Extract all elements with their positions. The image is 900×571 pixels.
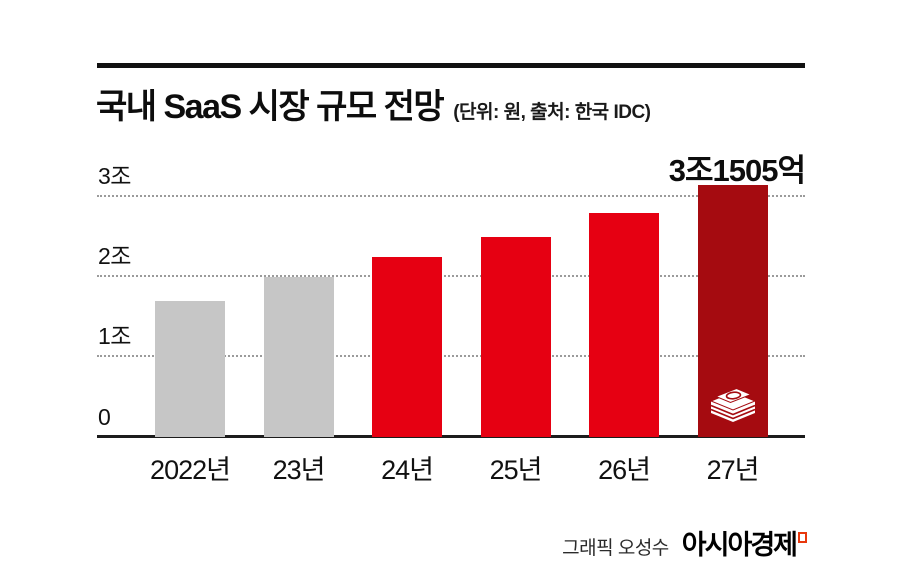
- chart-title: 국내 SaaS 시장 규모 전망: [96, 88, 445, 126]
- brand-logo-text: 아시아경제: [681, 530, 798, 560]
- x-axis-label: 27년: [706, 455, 760, 485]
- brand-logo-mark: [798, 532, 807, 543]
- bar-2022년: [155, 301, 225, 437]
- x-axis-label: 26년: [598, 455, 651, 485]
- bar-23년: [263, 277, 334, 437]
- x-axis-label: 2022년: [150, 455, 231, 485]
- gridline-3조: [97, 195, 805, 197]
- gridline-1조: [97, 355, 805, 357]
- y-axis-label: 0: [98, 404, 111, 430]
- graphic-credit: 그래픽 오성수: [562, 538, 669, 559]
- bar-26년: [589, 213, 659, 437]
- y-axis-label: 2조: [98, 243, 131, 269]
- credit-footer: 그래픽 오성수 아시아경제: [562, 523, 807, 562]
- chart-header: 국내 SaaS 시장 규모 전망 (단위: 원, 출처: 한국 IDC): [96, 79, 651, 128]
- peak-value-label: 3조1505억: [668, 153, 806, 188]
- bar-24년: [372, 257, 442, 437]
- y-axis-label: 1조: [98, 323, 131, 349]
- gridline-2조: [97, 275, 805, 277]
- x-axis-label: 24년: [381, 455, 434, 485]
- y-axis-label: 3조: [98, 163, 131, 189]
- x-axis-label: 23년: [272, 455, 326, 485]
- brand-logo: 아시아경제: [682, 523, 807, 562]
- money-stack-icon: [704, 380, 762, 424]
- x-axis-line: [97, 435, 805, 438]
- bar-27년: [697, 185, 768, 437]
- x-axis-label: 25년: [489, 455, 543, 485]
- unit-source-note: (단위: 원, 출처: 한국 IDC): [453, 102, 651, 123]
- bar-25년: [480, 237, 551, 437]
- top-rule: [97, 63, 805, 68]
- bar-chart: 0 1조 2조 3조 2022년 23년 24년 25년 26년 27년: [97, 97, 805, 485]
